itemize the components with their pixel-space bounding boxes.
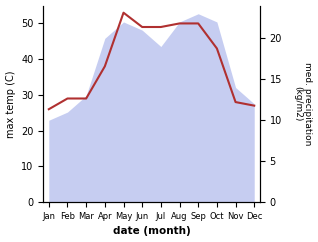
X-axis label: date (month): date (month) xyxy=(113,227,190,236)
Y-axis label: med. precipitation
(kg/m2): med. precipitation (kg/m2) xyxy=(293,62,313,145)
Y-axis label: max temp (C): max temp (C) xyxy=(5,70,16,138)
